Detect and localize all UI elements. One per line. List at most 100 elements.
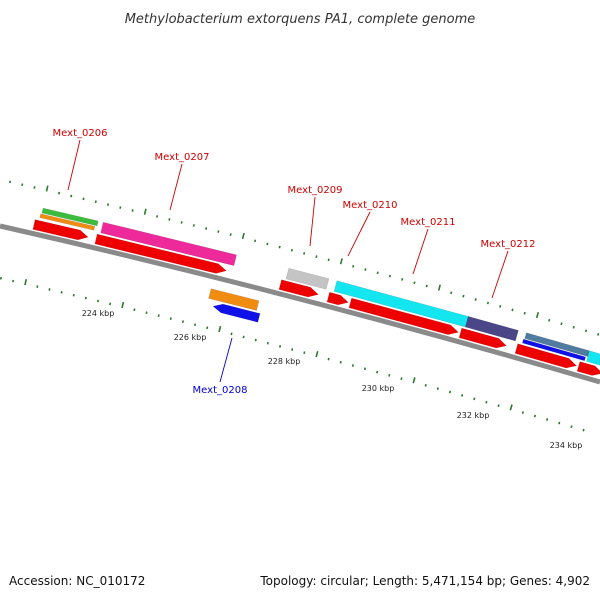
tick-mark (8, 180, 12, 184)
cds-arrow (576, 361, 600, 376)
tick-mark (363, 367, 367, 371)
tick-mark (169, 317, 172, 321)
tick-mark (168, 218, 171, 221)
tick-mark (412, 377, 416, 384)
feature-bar (39, 213, 96, 231)
tick-mark (121, 301, 125, 309)
tick-mark (96, 299, 100, 303)
tick-mark (278, 344, 282, 348)
tick-mark (242, 335, 245, 339)
tick-mark (388, 373, 391, 377)
tick-mark (315, 255, 318, 258)
feature-bar (208, 288, 260, 311)
tick-mark (192, 224, 195, 227)
tick-mark (72, 293, 75, 297)
tick-mark (180, 221, 183, 224)
tick-mark (84, 296, 87, 300)
tick-mark (376, 271, 379, 275)
label-leader-line (169, 163, 183, 211)
tick-mark (424, 383, 427, 387)
scale-labels: 224 kbp 226 kbp 228 kbp 230 kbp 232 kbp 234 k… (82, 309, 583, 450)
tick-mark (509, 404, 513, 411)
tick-mark (156, 215, 159, 218)
label-leader-line (67, 139, 81, 191)
reverse-arrow (212, 303, 261, 323)
label-leader-line (219, 337, 233, 383)
tick-mark (94, 200, 97, 204)
cds-arrow (94, 233, 227, 274)
label-leader-line (491, 250, 509, 299)
gene-label: Mext_0206 (53, 128, 108, 139)
tick-mark (546, 418, 549, 421)
cds-arrow (32, 219, 89, 241)
tick-mark (291, 348, 294, 351)
tick-mark (48, 288, 51, 291)
tick-mark (157, 314, 160, 318)
tick-mark (70, 194, 73, 198)
tick-mark (241, 232, 245, 240)
tick-mark (278, 245, 281, 249)
tick-mark (400, 377, 403, 381)
tick-mark (119, 206, 122, 209)
tick-mark (205, 227, 208, 230)
tick-mark (21, 183, 24, 187)
tick-mark (24, 278, 28, 286)
label-leaders (67, 139, 509, 383)
tick-mark (315, 351, 319, 358)
tick-mark (218, 325, 222, 333)
tick-mark (533, 414, 537, 418)
feature-bar (522, 338, 586, 362)
tick-mark (437, 284, 441, 291)
tick-mark (57, 191, 61, 195)
tick-mark (474, 298, 477, 301)
scale-label: 234 kbp (550, 441, 583, 450)
scale-label: 232 kbp (457, 411, 490, 420)
tick-mark (133, 308, 136, 312)
tick-mark (436, 387, 439, 391)
feature-bar (464, 316, 519, 342)
tick-mark (351, 364, 354, 367)
map-title: Methylobacterium extorquens PA1, complet… (125, 12, 476, 27)
tick-mark (582, 428, 585, 432)
tick-mark (388, 274, 392, 278)
gene-label: Mext_0210 (343, 200, 398, 211)
tick-mark (12, 279, 15, 283)
inner-tick-ring (0, 276, 585, 432)
label-leader-line (347, 211, 371, 257)
tick-mark (339, 258, 343, 265)
tick-mark (266, 242, 269, 246)
gene-label: Mext_0208 (193, 385, 248, 396)
tick-mark (560, 322, 563, 326)
tick-mark (364, 268, 367, 271)
tick-mark (413, 281, 416, 285)
cds-arrow (278, 279, 319, 298)
label-leader-line (309, 196, 316, 247)
tick-mark (572, 325, 575, 329)
tick-mark (82, 197, 85, 201)
tick-mark (327, 357, 330, 361)
tick-mark (181, 320, 185, 324)
cds-arrow (514, 343, 578, 369)
tick-mark (217, 230, 220, 233)
tick-mark (485, 400, 488, 404)
tick-mark (401, 278, 404, 281)
tick-mark (548, 318, 551, 322)
feature-bar (333, 280, 470, 328)
feature-bar (285, 267, 330, 290)
feature-bar (100, 221, 237, 266)
tick-mark (511, 308, 514, 312)
feature-bar (586, 350, 600, 366)
scale-label: 226 kbp (174, 333, 207, 342)
tick-mark (303, 351, 306, 355)
tick-mark (303, 252, 306, 255)
scale-label: 224 kbp (82, 309, 115, 318)
cds-arrow (458, 327, 508, 349)
tick-mark (558, 421, 561, 425)
scale-label: 228 kbp (268, 357, 301, 366)
genome-backbone (0, 223, 600, 385)
tick-mark (535, 311, 540, 319)
tick-mark (206, 326, 209, 330)
tick-mark (497, 404, 500, 408)
tick-mark (570, 425, 573, 428)
